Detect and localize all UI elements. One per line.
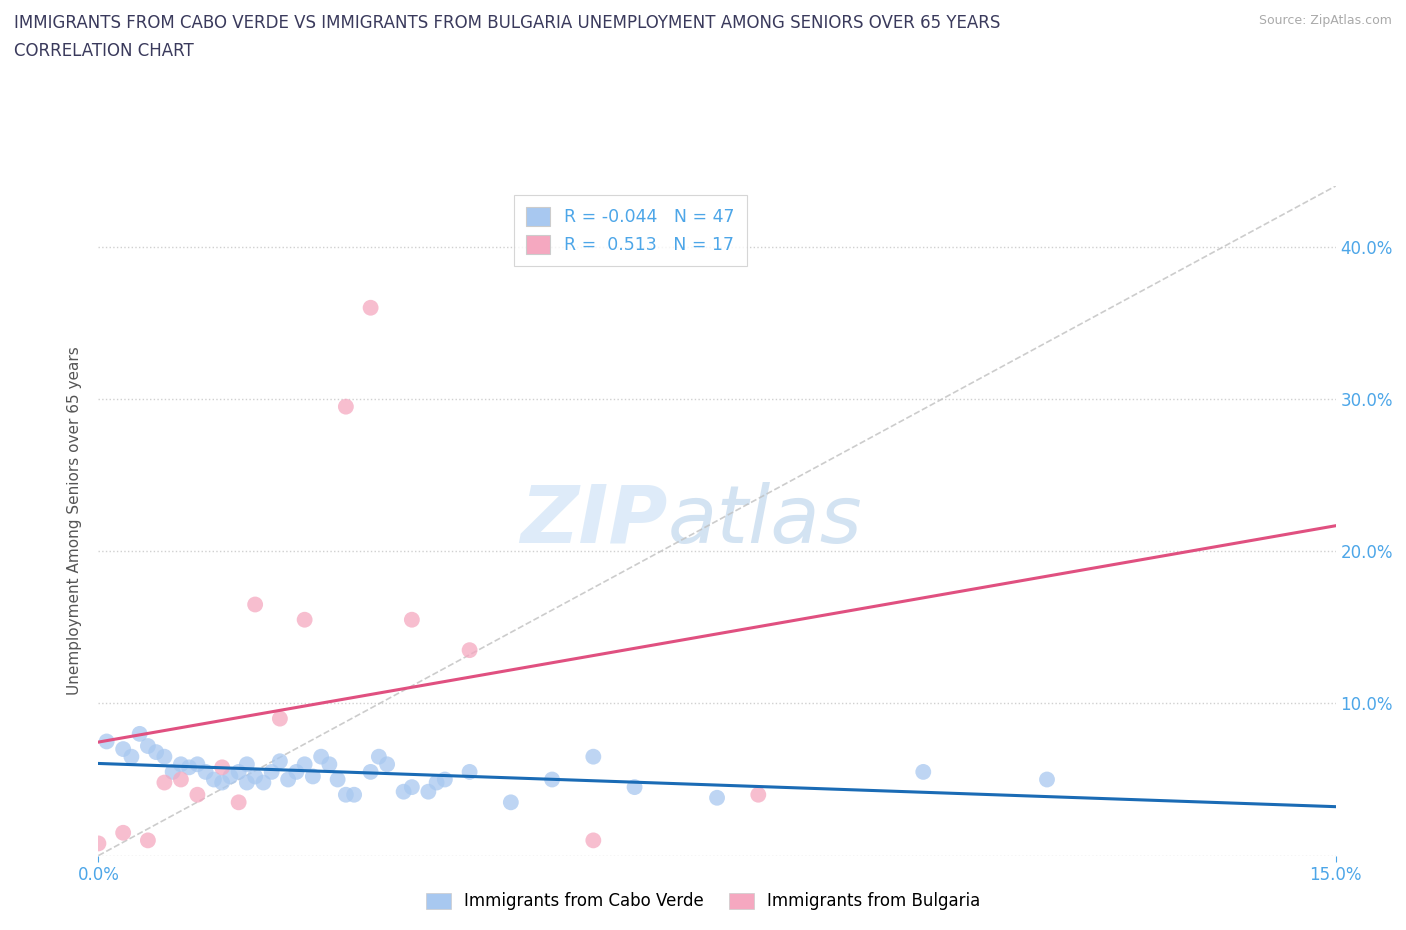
Point xyxy=(211,760,233,775)
Point xyxy=(153,750,176,764)
Point xyxy=(260,764,283,779)
Point xyxy=(458,764,481,779)
Point xyxy=(335,399,357,414)
Point xyxy=(623,779,645,794)
Point xyxy=(194,764,217,779)
Point xyxy=(145,745,167,760)
Point xyxy=(269,754,291,769)
Point xyxy=(360,300,382,315)
Point xyxy=(326,772,349,787)
Point xyxy=(277,772,299,787)
Point xyxy=(285,764,308,779)
Point xyxy=(211,775,233,790)
Point xyxy=(302,769,325,784)
Point xyxy=(499,795,522,810)
Point xyxy=(294,757,316,772)
Point xyxy=(96,734,118,749)
Point xyxy=(87,836,110,851)
Point xyxy=(136,738,159,753)
Point xyxy=(458,643,481,658)
Point xyxy=(375,757,398,772)
Point xyxy=(228,795,250,810)
Point xyxy=(269,711,291,726)
Point xyxy=(153,775,176,790)
Point xyxy=(252,775,274,790)
Point xyxy=(1036,772,1059,787)
Point xyxy=(418,784,440,799)
Point xyxy=(112,825,135,840)
Point xyxy=(392,784,415,799)
Point xyxy=(401,779,423,794)
Point xyxy=(236,775,259,790)
Point xyxy=(309,750,332,764)
Point xyxy=(243,769,266,784)
Point xyxy=(219,769,242,784)
Point xyxy=(136,833,159,848)
Point xyxy=(294,612,316,627)
Text: IMMIGRANTS FROM CABO VERDE VS IMMIGRANTS FROM BULGARIA UNEMPLOYMENT AMONG SENIOR: IMMIGRANTS FROM CABO VERDE VS IMMIGRANTS… xyxy=(14,14,1001,32)
Point xyxy=(747,788,769,803)
Point xyxy=(433,772,456,787)
Point xyxy=(170,772,193,787)
Point xyxy=(186,788,208,803)
Point xyxy=(706,790,728,805)
Text: Source: ZipAtlas.com: Source: ZipAtlas.com xyxy=(1258,14,1392,27)
Legend: Immigrants from Cabo Verde, Immigrants from Bulgaria: Immigrants from Cabo Verde, Immigrants f… xyxy=(419,885,987,917)
Point xyxy=(179,760,201,775)
Legend: R = -0.044   N = 47, R =  0.513   N = 17: R = -0.044 N = 47, R = 0.513 N = 17 xyxy=(515,194,747,266)
Point xyxy=(343,788,366,803)
Point xyxy=(426,775,449,790)
Text: CORRELATION CHART: CORRELATION CHART xyxy=(14,42,194,60)
Point xyxy=(236,757,259,772)
Point xyxy=(335,788,357,803)
Point xyxy=(367,750,389,764)
Point xyxy=(360,764,382,779)
Point xyxy=(228,764,250,779)
Point xyxy=(128,726,150,741)
Point xyxy=(582,833,605,848)
Point xyxy=(582,750,605,764)
Point xyxy=(401,612,423,627)
Point xyxy=(186,757,208,772)
Text: atlas: atlas xyxy=(668,482,862,560)
Point xyxy=(202,772,225,787)
Point xyxy=(112,741,135,756)
Text: ZIP: ZIP xyxy=(520,482,668,560)
Point xyxy=(170,757,193,772)
Point xyxy=(318,757,340,772)
Y-axis label: Unemployment Among Seniors over 65 years: Unemployment Among Seniors over 65 years xyxy=(67,347,83,696)
Point xyxy=(243,597,266,612)
Point xyxy=(120,750,142,764)
Point xyxy=(162,764,184,779)
Point xyxy=(541,772,564,787)
Point xyxy=(912,764,935,779)
